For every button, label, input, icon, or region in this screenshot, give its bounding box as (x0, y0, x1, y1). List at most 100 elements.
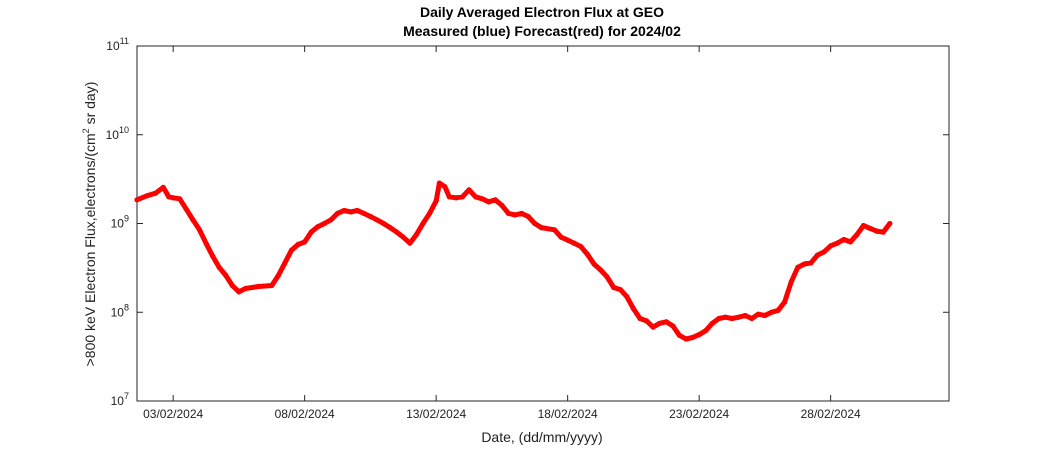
data-point (242, 285, 249, 292)
y-tick-label-base: 10 (111, 217, 125, 231)
y-tick-label-exp: 11 (120, 36, 129, 46)
data-point (611, 284, 617, 291)
y-axis-label-sup: 2 (81, 128, 91, 133)
data-point (288, 247, 295, 253)
data-point (334, 210, 341, 216)
data-point (505, 210, 512, 216)
data-point (703, 328, 709, 334)
data-point (525, 213, 531, 220)
data-point (591, 261, 597, 267)
series-line (134, 180, 893, 342)
y-tick-label: 107 (111, 391, 129, 408)
data-point (874, 228, 880, 234)
data-point (394, 229, 400, 235)
y-axis-label-tail: sr day) (82, 82, 98, 129)
data-point (538, 225, 545, 231)
data-point (229, 282, 235, 289)
data-point (696, 332, 702, 338)
data-point (361, 210, 367, 216)
data-point (887, 220, 893, 227)
data-point (315, 224, 321, 230)
data-point (762, 312, 768, 319)
y-tick-label-exp: 9 (124, 214, 129, 224)
data-point (736, 314, 742, 320)
chart-title: Daily Averaged Electron Flux at GEO (420, 4, 664, 20)
data-point (374, 217, 380, 223)
data-point (153, 190, 159, 196)
data-point (663, 319, 669, 325)
data-point (571, 240, 577, 246)
data-point (427, 210, 433, 216)
data-point (801, 261, 808, 267)
data-point (282, 260, 288, 266)
data-point (808, 260, 814, 266)
data-point (295, 241, 301, 248)
y-tick-label-base: 10 (111, 305, 125, 319)
data-point (348, 209, 354, 215)
data-point (650, 324, 656, 330)
data-point (729, 315, 735, 322)
data-point (486, 199, 492, 205)
data-point (860, 222, 867, 229)
data-point (420, 220, 426, 227)
data-point (328, 217, 334, 223)
data-point (604, 274, 610, 280)
y-axis-label: >800 keV Electron Flux,electrons/(cm2 sr… (81, 82, 98, 367)
data-point (190, 217, 196, 223)
data-point (841, 236, 847, 243)
data-point (183, 206, 189, 212)
data-point (558, 234, 564, 240)
x-tick-label: 23/02/2024 (669, 407, 729, 421)
data-point (453, 195, 459, 201)
data-point (166, 194, 172, 200)
data-point (499, 202, 505, 208)
data-point (223, 272, 229, 278)
y-tick-label-exp: 8 (124, 302, 129, 312)
data-point (834, 240, 840, 246)
data-point (381, 220, 387, 227)
x-tick-label: 13/02/2024 (406, 407, 466, 421)
x-tick-label: 03/02/2024 (143, 407, 203, 421)
data-point (565, 237, 571, 243)
data-point (644, 318, 650, 324)
data-point (144, 193, 150, 199)
y-tick-label: 109 (111, 214, 129, 231)
data-point (210, 253, 216, 259)
x-tick-label: 28/02/2024 (801, 407, 861, 421)
data-point (880, 229, 886, 235)
data-point (597, 267, 604, 273)
data-point (584, 251, 591, 257)
data-point (630, 306, 637, 312)
data-point (788, 279, 794, 285)
y-tick-label-base: 10 (106, 128, 120, 142)
data-point (709, 320, 715, 326)
data-point (637, 315, 643, 322)
data-point (433, 198, 439, 204)
data-point (442, 184, 448, 190)
x-tick-label: 08/02/2024 (275, 407, 335, 421)
data-point (459, 194, 466, 200)
svg-text:>800 keV Electron Flux,electro: >800 keV Electron Flux,electrons/(cm2 sr… (81, 82, 98, 367)
data-point (466, 187, 472, 193)
y-tick-label-exp: 10 (119, 125, 129, 135)
data-point (341, 207, 347, 214)
data-point (203, 240, 209, 246)
data-point (512, 212, 518, 218)
y-axis-label-main: >800 keV Electron Flux,electrons/(cm (82, 133, 98, 366)
data-point (354, 207, 360, 214)
data-point (742, 312, 748, 319)
data-point (782, 299, 788, 305)
y-tick-label-exp: 7 (124, 391, 129, 401)
y-tick-label: 108 (111, 302, 129, 319)
y-tick-label-base: 10 (106, 39, 120, 53)
data-point (269, 282, 275, 289)
data-point (716, 315, 722, 322)
x-tick-label: 18/02/2024 (538, 407, 598, 421)
data-point (854, 232, 860, 238)
data-point (617, 287, 623, 293)
y-tick-label-base: 10 (111, 394, 125, 408)
x-axis-label: Date, (dd/mm/yyyy) (481, 429, 602, 445)
data-point (387, 225, 393, 231)
